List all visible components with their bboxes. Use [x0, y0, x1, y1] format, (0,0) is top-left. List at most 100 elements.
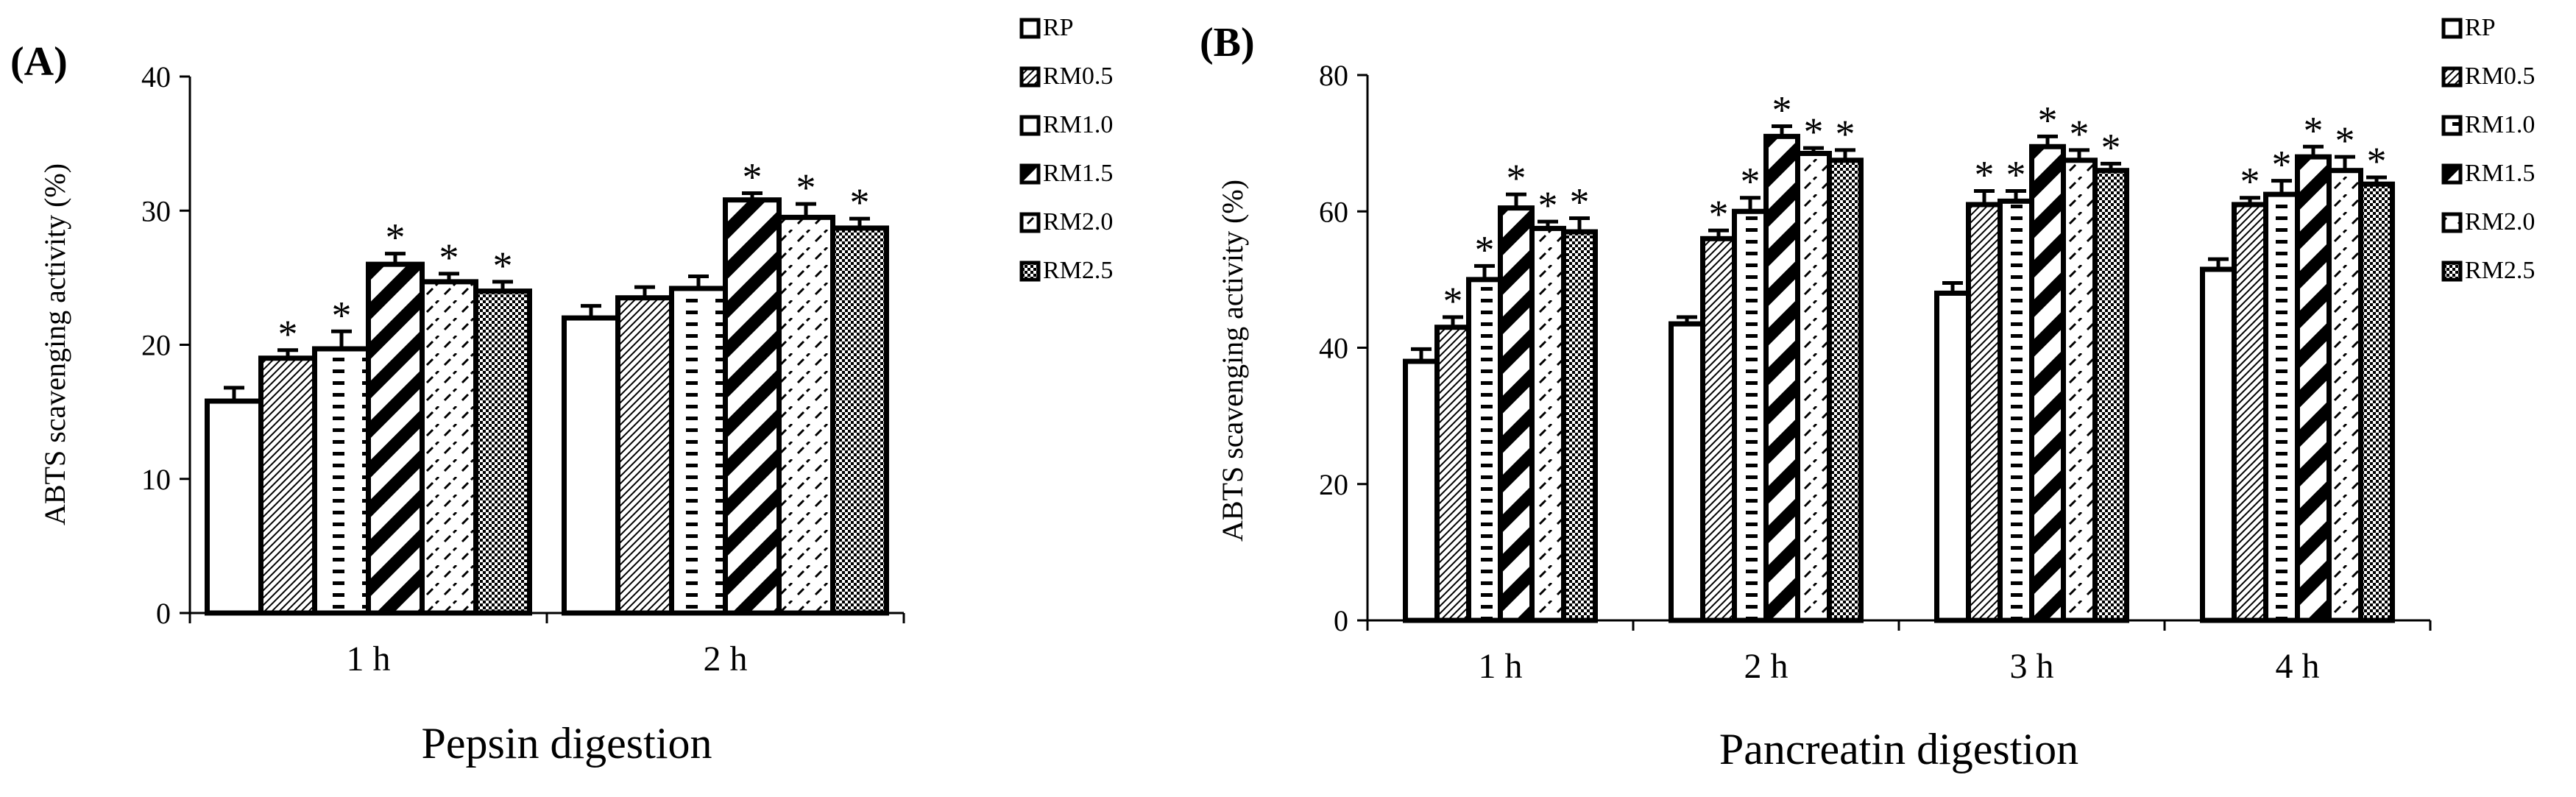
significance-star: * — [1836, 112, 1855, 156]
panel-a-y-axis-label: ABTS scavenging activity (%) — [38, 163, 71, 525]
significance-star: * — [493, 244, 513, 288]
panel-b-bars: **** * *** * ** ** * ** ** * * — [1403, 88, 2395, 623]
legend-label: RM2.5 — [1043, 257, 1113, 284]
bar — [207, 401, 261, 613]
legend-label: RP — [1043, 14, 1074, 41]
bar — [671, 288, 726, 613]
bar — [1702, 238, 1735, 620]
panel-b-y-axis-label: ABTS scavenging activity (%) — [1216, 180, 1249, 542]
bar — [779, 217, 833, 613]
y-tick-label: 30 — [141, 194, 171, 227]
bar — [1797, 153, 1830, 621]
bar — [261, 358, 315, 613]
legend-swatch — [2441, 66, 2463, 88]
significance-star: * — [1772, 88, 1792, 132]
significance-star: * — [2240, 160, 2260, 204]
panel-a-bars: * * * * * * * * — [205, 155, 889, 616]
panel-b-legend: RP RM0.5 RM1.0 RM1.5 RM2.0 RM2.5 — [2441, 14, 2535, 284]
y-tick-label: 20 — [141, 329, 171, 362]
bar — [832, 227, 887, 613]
significance-star: * — [2367, 139, 2387, 183]
legend-swatch — [2441, 115, 2463, 136]
bar — [2202, 269, 2234, 620]
x-category-label: 4 h — [2276, 647, 2320, 686]
legend-label: RM1.5 — [1043, 160, 1113, 187]
bar — [1468, 279, 1501, 620]
significance-star: * — [1804, 110, 1824, 154]
panel-a-axes — [188, 77, 904, 614]
legend-label: RM0.5 — [1043, 63, 1113, 90]
legend-swatch — [2441, 261, 2463, 282]
y-tick-label: 20 — [1319, 468, 1348, 501]
legend-swatch — [1019, 261, 1041, 282]
y-tick-label: 80 — [1319, 59, 1348, 92]
bar — [725, 199, 779, 613]
significance-star: * — [332, 293, 352, 337]
bar — [1563, 232, 1596, 621]
x-category-label: 1 h — [347, 640, 391, 679]
significance-star: * — [2101, 125, 2121, 169]
significance-star: * — [2038, 98, 2058, 142]
bar — [1936, 293, 1969, 620]
bar — [2063, 160, 2095, 620]
legend-label: RM1.0 — [1043, 111, 1113, 138]
y-tick-label: 0 — [1334, 604, 1348, 637]
significance-star: * — [850, 180, 870, 224]
bar — [2329, 170, 2361, 621]
legend-swatch — [1019, 212, 1041, 233]
panel-a: (A) ABTS scavenging activity (%) Pepsin … — [10, 14, 1113, 768]
significance-star: * — [796, 166, 816, 210]
bar — [368, 264, 422, 613]
bar — [2297, 157, 2329, 620]
panel-b-y-ticks: 0 20 40 60 80 — [1319, 59, 1367, 637]
significance-star: * — [2006, 152, 2026, 196]
bar — [618, 297, 672, 613]
x-category-label: 3 h — [2010, 647, 2054, 686]
y-tick-label: 40 — [1319, 332, 1348, 365]
bar — [1968, 204, 2000, 620]
significance-star: * — [1570, 180, 1590, 224]
bar — [564, 318, 618, 613]
bar — [1671, 324, 1703, 620]
y-tick-label: 10 — [141, 463, 171, 496]
significance-star: * — [1443, 279, 1463, 323]
x-category-label: 2 h — [704, 640, 748, 679]
legend-label: RM2.0 — [2465, 208, 2535, 235]
legend-label: RM1.5 — [2465, 160, 2535, 187]
panel-a-x-ticks: 1 h 2 h — [188, 613, 905, 679]
legend-label: RM2.5 — [2465, 257, 2535, 284]
bar — [2095, 170, 2127, 621]
significance-star: * — [1975, 152, 1995, 196]
legend-swatch — [2441, 212, 2463, 233]
legend-label: RM1.0 — [2465, 111, 2535, 138]
bar — [1437, 327, 1469, 620]
panel-a-label: (A) — [10, 39, 68, 85]
bar — [2234, 204, 2266, 620]
significance-star: * — [2070, 112, 2090, 156]
significance-star: * — [743, 155, 762, 199]
panel-a-x-axis-label: Pepsin digestion — [421, 719, 712, 768]
panel-a-legend: RP RM0.5 RM1.0 RM1.5 RM2.0 RM2.5 — [1019, 14, 1113, 284]
bar — [422, 281, 476, 613]
legend-swatch — [1019, 163, 1041, 185]
bar — [2265, 194, 2298, 620]
bar — [1829, 160, 1861, 620]
bar — [1405, 361, 1437, 620]
legend-swatch — [1019, 115, 1041, 136]
legend-swatch — [2441, 18, 2463, 39]
significance-star: * — [278, 312, 298, 356]
significance-star: * — [1741, 160, 1761, 204]
panel-b-axes — [1366, 75, 2430, 622]
y-tick-label: 0 — [156, 597, 171, 630]
bar — [1532, 228, 1564, 620]
significance-star: * — [439, 235, 459, 280]
legend-label: RP — [2465, 14, 2496, 41]
legend-swatch — [1019, 66, 1041, 88]
bar — [1766, 136, 1798, 621]
significance-star: * — [2335, 118, 2355, 163]
y-tick-label: 40 — [141, 60, 171, 93]
bar — [1500, 208, 1532, 620]
bar — [475, 291, 530, 613]
